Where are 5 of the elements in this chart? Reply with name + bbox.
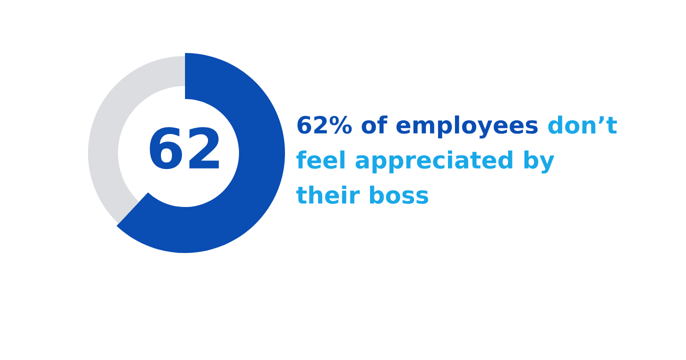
text: feel appreciated by: [296, 150, 554, 174]
text: their boss: [296, 186, 428, 204]
text: 62% of employees: [297, 115, 538, 139]
text: 62: [150, 127, 219, 170]
text: don’t: [548, 116, 617, 134]
